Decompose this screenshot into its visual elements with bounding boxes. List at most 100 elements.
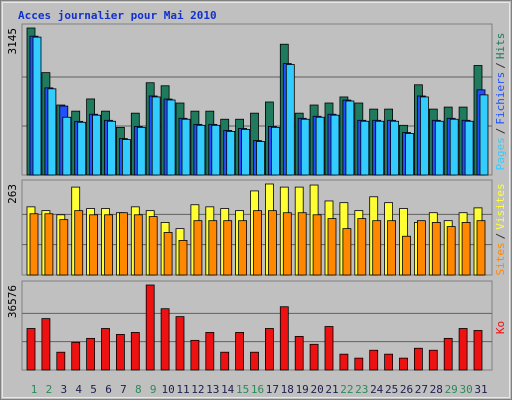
bar [107, 120, 116, 176]
bar [253, 210, 262, 276]
x-tick-label: 9 [150, 383, 157, 396]
bar [434, 120, 444, 176]
x-tick-label: 18 [281, 383, 294, 396]
legend-item: Sites [494, 242, 507, 275]
bar [461, 222, 471, 276]
bar [473, 330, 483, 371]
bar [136, 126, 146, 176]
bar [342, 228, 352, 276]
bar [267, 210, 277, 276]
bar [375, 120, 385, 176]
bar [360, 120, 370, 176]
legend-separator: / [494, 128, 507, 135]
legend-separator: / [494, 62, 507, 69]
bar [345, 100, 355, 176]
bar [122, 139, 131, 176]
bar [300, 118, 310, 176]
bar [405, 133, 414, 176]
bar [294, 335, 304, 371]
x-tick-label: 3 [60, 383, 67, 396]
bar [29, 213, 39, 276]
bar [44, 213, 54, 276]
x-tick-label: 27 [415, 383, 428, 396]
bar [402, 235, 411, 276]
bar [250, 351, 259, 371]
bar [372, 220, 382, 276]
x-tick-label: 16 [251, 383, 264, 396]
legend-separator: / [494, 233, 507, 240]
x-tick-label: 1 [31, 383, 38, 396]
bar [354, 357, 364, 371]
x-tick-label: 19 [296, 383, 309, 396]
bar [130, 332, 140, 371]
bar [211, 124, 221, 176]
bar [77, 121, 87, 176]
bar [226, 130, 236, 176]
x-tick-label: 4 [75, 383, 82, 396]
bar [47, 88, 57, 176]
bar [62, 116, 72, 176]
bar [479, 94, 489, 176]
bar [282, 212, 292, 276]
bar [166, 99, 176, 176]
bar [416, 220, 426, 276]
x-tick-label: 11 [176, 383, 189, 396]
bar [413, 347, 423, 371]
bar [443, 337, 453, 371]
bar [145, 284, 155, 371]
x-tick-label: 29 [445, 383, 458, 396]
x-tick-label: 22 [340, 383, 353, 396]
bar [223, 220, 233, 276]
bar [196, 124, 206, 176]
legend-item: Fichiers [494, 72, 507, 125]
bar [464, 120, 474, 176]
y-tick-label: 263 [6, 184, 19, 204]
bar [449, 118, 459, 176]
x-tick-label: 12 [191, 383, 204, 396]
bar [160, 308, 170, 371]
bar [26, 328, 36, 371]
bar [151, 96, 161, 176]
y-tick-label: 36576 [6, 285, 19, 318]
bar [41, 318, 51, 371]
bar [208, 220, 218, 276]
bar [264, 328, 274, 371]
bar [86, 337, 95, 371]
bar [32, 36, 42, 176]
bar [285, 64, 295, 176]
bar [133, 214, 143, 276]
bar [312, 214, 322, 276]
bar [369, 349, 379, 371]
legend-item: Hits [494, 33, 507, 60]
bar [476, 220, 486, 276]
bar [235, 332, 245, 371]
x-tick-label: 28 [430, 383, 443, 396]
legend-item: Pages [494, 137, 507, 170]
legend-item: Visites [494, 183, 507, 229]
legend: Sites / Visites [494, 183, 507, 275]
legend: Pages / Fichiers / Hits [494, 33, 507, 171]
bar [59, 219, 69, 276]
x-tick-label: 17 [266, 383, 279, 396]
bar [419, 96, 429, 176]
bar [324, 326, 334, 371]
bar [330, 114, 340, 176]
bar [384, 353, 394, 371]
bar [309, 343, 319, 371]
x-tick-label: 15 [236, 383, 249, 396]
x-tick-label: 25 [385, 383, 398, 396]
bar [89, 214, 98, 276]
bar [101, 328, 110, 371]
bar [339, 353, 349, 371]
x-tick-label: 8 [135, 383, 142, 396]
bar [297, 212, 307, 276]
bar [399, 357, 408, 371]
x-tick-label: 2 [46, 383, 53, 396]
x-tick-label: 10 [161, 383, 174, 396]
x-tick-label: 26 [400, 383, 413, 396]
legend-item: Ko [494, 321, 507, 334]
bar [175, 316, 185, 371]
bar [92, 114, 101, 176]
